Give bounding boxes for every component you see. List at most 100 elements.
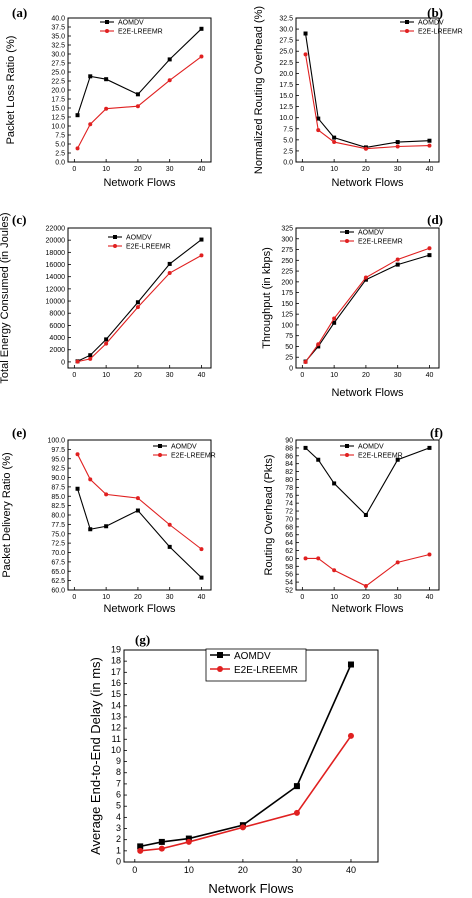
x-tick-label: 30 <box>394 372 402 379</box>
y-tick-label: 20.0 <box>51 88 65 95</box>
data-point-circle <box>88 356 93 361</box>
y-tick-label: 18000 <box>46 250 66 257</box>
series-line-aomdv <box>77 28 202 116</box>
y-tick-label: 20000 <box>46 238 66 245</box>
series-line-e2e-lreemr <box>77 56 202 149</box>
y-tick-label: 72 <box>285 509 293 516</box>
data-point-circle <box>104 492 109 497</box>
legend-marker-circle <box>217 666 223 672</box>
data-point-square <box>75 113 80 118</box>
plot-frame <box>67 439 212 591</box>
legend-label: E2E-LREEMR <box>234 665 298 676</box>
y-tick-label: 87.5 <box>51 484 65 491</box>
data-point-circle <box>395 257 400 262</box>
data-point-circle <box>167 271 172 276</box>
data-point-circle <box>239 824 246 831</box>
y-tick-label: 80.0 <box>51 513 65 520</box>
y-tick-label: 64 <box>285 540 293 547</box>
x-tick-label: 10 <box>184 865 194 875</box>
y-tick-label: 150 <box>281 301 293 308</box>
legend-label: AOMDV <box>358 444 384 451</box>
data-point-circle <box>332 568 337 573</box>
y-tick-label: 85.0 <box>51 494 65 501</box>
chart-panel-e: 0 10 20 30 40 60.0 62.5 65.0 67.5 70.0 72.5 75.0 77.… <box>1 425 216 615</box>
data-point-circle <box>199 547 204 552</box>
data-point-square <box>427 138 432 143</box>
x-tick-label: 20 <box>134 166 142 173</box>
y-tick-label: 30.0 <box>51 52 65 59</box>
y-tick-label: 95.0 <box>51 456 65 463</box>
y-tick-label: 88 <box>285 445 293 452</box>
y-tick-label: 0 <box>289 366 293 373</box>
series-line-aomdv <box>77 488 202 579</box>
data-point-square <box>363 513 368 517</box>
x-tick-label: 20 <box>238 865 248 875</box>
data-point-circle <box>75 146 80 151</box>
y-tick-label: 22.5 <box>279 60 293 67</box>
y-tick-label: 1 <box>116 845 121 855</box>
y-tick-label: 52 <box>285 588 293 595</box>
legend: AOMDV E2E-LREEMR <box>340 444 403 460</box>
legend-label: AOMDV <box>171 444 197 451</box>
y-tick-label: 76 <box>285 493 293 500</box>
y-tick-label: 7 <box>116 778 121 788</box>
x-tick-label: 40 <box>426 166 434 173</box>
series-line-e2e-lreemr <box>305 553 430 587</box>
x-tick-label: 20 <box>362 166 370 173</box>
x-tick-label: 30 <box>394 594 402 601</box>
y-tick-label: 82.5 <box>51 503 65 510</box>
x-tick-label: 30 <box>166 166 174 173</box>
y-tick-label: 5.0 <box>55 142 65 149</box>
legend-label: E2E-LREEMR <box>118 29 163 36</box>
y-tick-label: 17.5 <box>279 82 293 89</box>
data-point-square <box>427 253 432 258</box>
y-tick-label: 5.0 <box>283 137 293 144</box>
data-point-square <box>167 544 172 549</box>
y-tick-label: 70.0 <box>51 550 65 557</box>
y-tick-label: 32.5 <box>279 16 293 23</box>
y-tick-label: 90 <box>285 438 293 445</box>
x-axis-label: Network Flows <box>331 603 404 615</box>
y-tick-label: 84 <box>285 461 293 468</box>
y-tick-label: 82 <box>285 469 293 476</box>
y-tick-label: 16 <box>111 678 121 688</box>
y-tick-label: 2 <box>116 834 121 844</box>
legend-marker-square <box>217 652 223 658</box>
y-tick-label: 62 <box>285 548 293 555</box>
y-tick-label: 6000 <box>49 323 65 330</box>
data-point-square <box>88 527 93 532</box>
data-point-circle <box>427 143 432 148</box>
series-line-aomdv <box>304 33 430 148</box>
chart-panel-d: 0 10 20 30 40 0 25 50 75 100 125 150 175 200 225 250 275… <box>261 212 443 399</box>
y-tick-label: 325 <box>281 226 293 233</box>
data-point-square <box>75 486 80 491</box>
data-point-circle <box>135 104 140 109</box>
panel-label: (a) <box>12 5 27 20</box>
y-tick-label: 20.0 <box>279 71 293 78</box>
data-point-circle <box>293 809 300 816</box>
y-axis-label: Routing Overhead (Pkts) <box>263 454 275 575</box>
y-tick-label: 0 <box>116 857 121 867</box>
y-tick-label: 14 <box>111 700 121 710</box>
x-tick-label: 40 <box>346 865 356 875</box>
data-point-square <box>303 445 308 450</box>
y-tick-label: 65.0 <box>51 569 65 576</box>
y-tick-label: 10.0 <box>279 115 293 122</box>
y-tick-label: 9 <box>116 756 121 766</box>
y-tick-label: 86 <box>285 453 293 460</box>
data-point-circle <box>363 146 368 151</box>
data-point-circle <box>332 140 337 145</box>
panel-label: (g) <box>135 632 150 647</box>
y-tick-label: 0.0 <box>283 160 293 167</box>
y-tick-label: 62.5 <box>51 578 65 585</box>
plot-frame <box>295 439 440 591</box>
y-tick-label: 25 <box>285 355 293 362</box>
x-tick-label: 30 <box>394 166 402 173</box>
chart-panel-f: 0 10 20 30 405254565860626466687072747678808… <box>263 425 443 615</box>
y-tick-label: 16000 <box>46 262 66 269</box>
data-point-square <box>316 116 321 121</box>
data-point-square <box>104 524 109 529</box>
series-line-e2e-lreemr <box>305 247 430 363</box>
x-axis-label: Network Flows <box>103 603 176 615</box>
x-tick-label: 40 <box>198 594 206 601</box>
